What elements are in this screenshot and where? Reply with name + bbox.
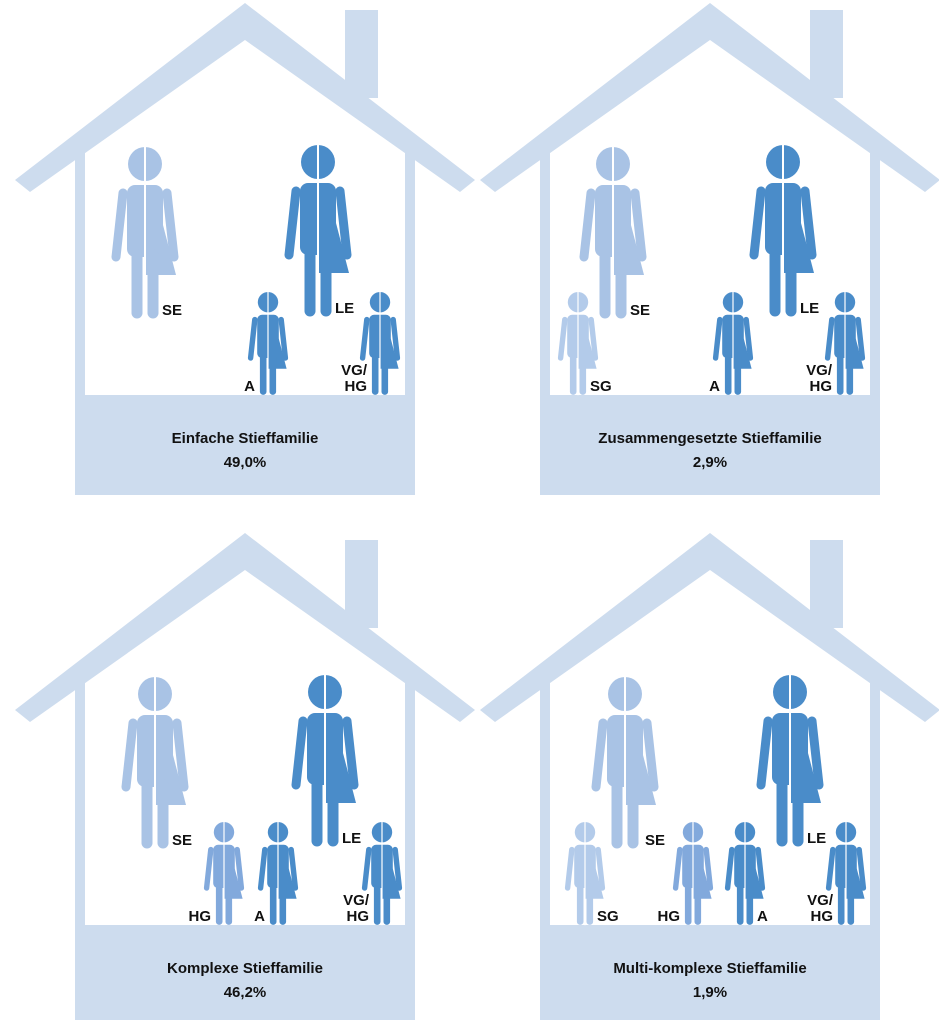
person-label: LE <box>800 300 819 317</box>
person-arm <box>261 850 265 888</box>
person-arm <box>251 320 255 358</box>
person-icon <box>207 822 243 925</box>
house-title: Komplexe Stieffamilie <box>167 960 323 977</box>
person-label: LE <box>342 830 361 847</box>
person-icon <box>289 145 349 317</box>
person-arm <box>289 191 296 255</box>
person-label: HG <box>189 908 212 925</box>
person-label: HG <box>347 908 370 925</box>
person-label: SE <box>630 302 650 319</box>
person-arm <box>828 320 832 358</box>
person-arm <box>568 850 572 888</box>
person-icon <box>584 147 644 319</box>
person-icon <box>365 822 401 925</box>
person-icon <box>116 147 176 319</box>
person-arm <box>829 850 833 888</box>
person-icon <box>596 677 656 849</box>
person-label: VG/ <box>343 892 370 909</box>
house-title: Zusammengesetzte Stieffamilie <box>598 430 821 447</box>
person-icon <box>761 675 821 847</box>
house: Komplexe Stieffamilie 46,2% SE LE HG A VG/HG <box>15 533 475 1020</box>
house-share: 1,9% <box>693 984 727 1001</box>
person-label: HG <box>810 378 833 395</box>
person-icon <box>828 292 864 395</box>
house-share: 2,9% <box>693 454 727 471</box>
person-arm <box>561 320 565 358</box>
person-label: HG <box>658 908 681 925</box>
person-arm <box>716 320 720 358</box>
house: Zusammengesetzte Stieffamilie 2,9% SE LE SG A… <box>480 3 939 495</box>
person-icon <box>126 677 186 849</box>
person-label: A <box>709 378 720 395</box>
house-title: Multi-komplexe Stieffamilie <box>613 960 806 977</box>
person-label: A <box>254 908 265 925</box>
person-icon <box>296 675 356 847</box>
stepfamily-diagram: Einfache Stieffamilie49,0%SELEAVG/HGZusa… <box>0 0 939 1020</box>
person-label: A <box>244 378 255 395</box>
person-arm <box>116 193 123 257</box>
person-label: HG <box>811 908 834 925</box>
person-arm <box>365 850 369 888</box>
person-label: LE <box>335 300 354 317</box>
person-label: VG/ <box>341 362 368 379</box>
person-label: SE <box>172 832 192 849</box>
person-arm <box>596 723 603 787</box>
person-label: HG <box>345 378 368 395</box>
person-icon <box>716 292 752 395</box>
house: Multi-komplexe Stieffamilie 1,9% SE LE SG HG A… <box>480 533 939 1020</box>
person-arm <box>126 723 133 787</box>
house: Einfache Stieffamilie 49,0% SE LE A VG/HG <box>15 3 475 495</box>
person-arm <box>363 320 367 358</box>
person-arm <box>296 721 303 785</box>
person-arm <box>728 850 732 888</box>
person-icon <box>261 822 297 925</box>
person-icon <box>363 292 399 395</box>
person-label: LE <box>807 830 826 847</box>
person-icon <box>829 822 865 925</box>
person-label: SE <box>162 302 182 319</box>
person-icon <box>251 292 287 395</box>
person-arm <box>761 721 768 785</box>
house-title: Einfache Stieffamilie <box>172 430 319 447</box>
house-share: 46,2% <box>224 984 267 1001</box>
person-label: A <box>757 908 768 925</box>
person-arm <box>754 191 761 255</box>
person-label: SE <box>645 832 665 849</box>
person-arm <box>676 850 680 888</box>
person-label: SG <box>590 378 612 395</box>
person-label: VG/ <box>806 362 833 379</box>
person-arm <box>584 193 591 257</box>
person-label: VG/ <box>807 892 834 909</box>
person-icon <box>676 822 712 925</box>
person-arm <box>207 850 211 888</box>
person-label: SG <box>597 908 619 925</box>
house-share: 49,0% <box>224 454 267 471</box>
person-icon <box>754 145 814 317</box>
